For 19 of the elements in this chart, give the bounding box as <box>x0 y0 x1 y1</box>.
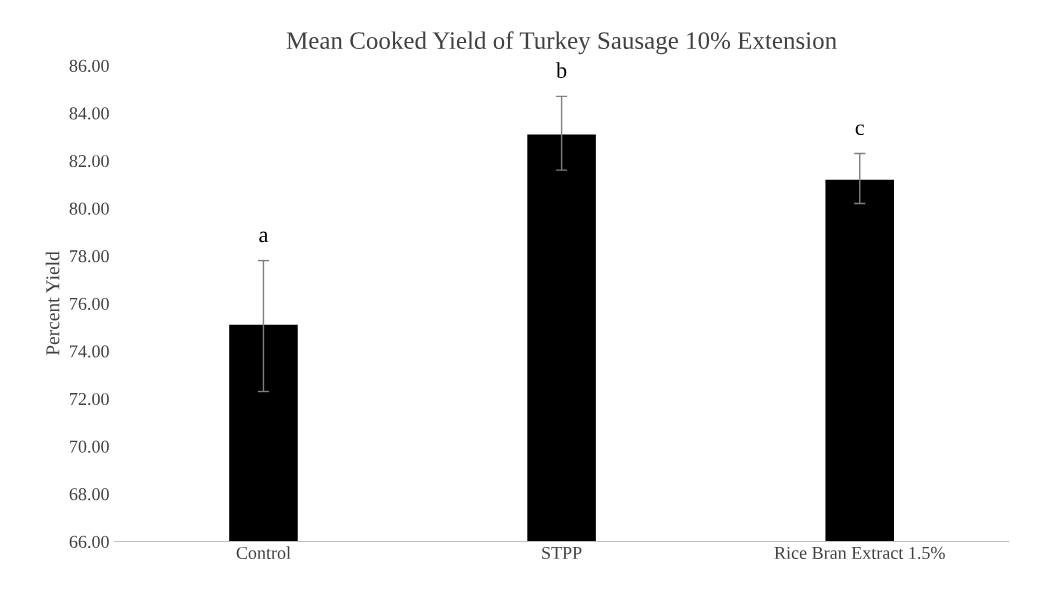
y-tick-label: 86.00 <box>69 59 109 72</box>
annotation: a <box>259 231 269 243</box>
y-tick-label: 72.00 <box>70 392 109 406</box>
y-tick-label: 70.00 <box>70 440 109 453</box>
x-tick-label: Rice Bran Extract 1.5% <box>774 546 945 560</box>
y-tick-label: 84.00 <box>69 107 109 120</box>
annotation: c <box>855 124 864 136</box>
x-tick-label: STPP <box>542 546 582 560</box>
y-tick-label: 78.00 <box>70 250 109 263</box>
y-tick-label: 82.00 <box>69 154 109 168</box>
y-tick-label: 76.00 <box>70 297 109 310</box>
y-tick-label: 74.00 <box>70 345 109 358</box>
y-tick-label: 80.00 <box>69 202 109 215</box>
y-axis-title: Percent Yield <box>45 251 60 356</box>
y-tick-label: 68.00 <box>69 488 109 501</box>
annotation: b <box>556 62 567 78</box>
y-tick-label: 66.00 <box>69 535 109 548</box>
chart-title: Mean Cooked Yield of Turkey Sausage 10% Extension <box>286 31 837 55</box>
x-tick-label: Control <box>236 546 291 560</box>
